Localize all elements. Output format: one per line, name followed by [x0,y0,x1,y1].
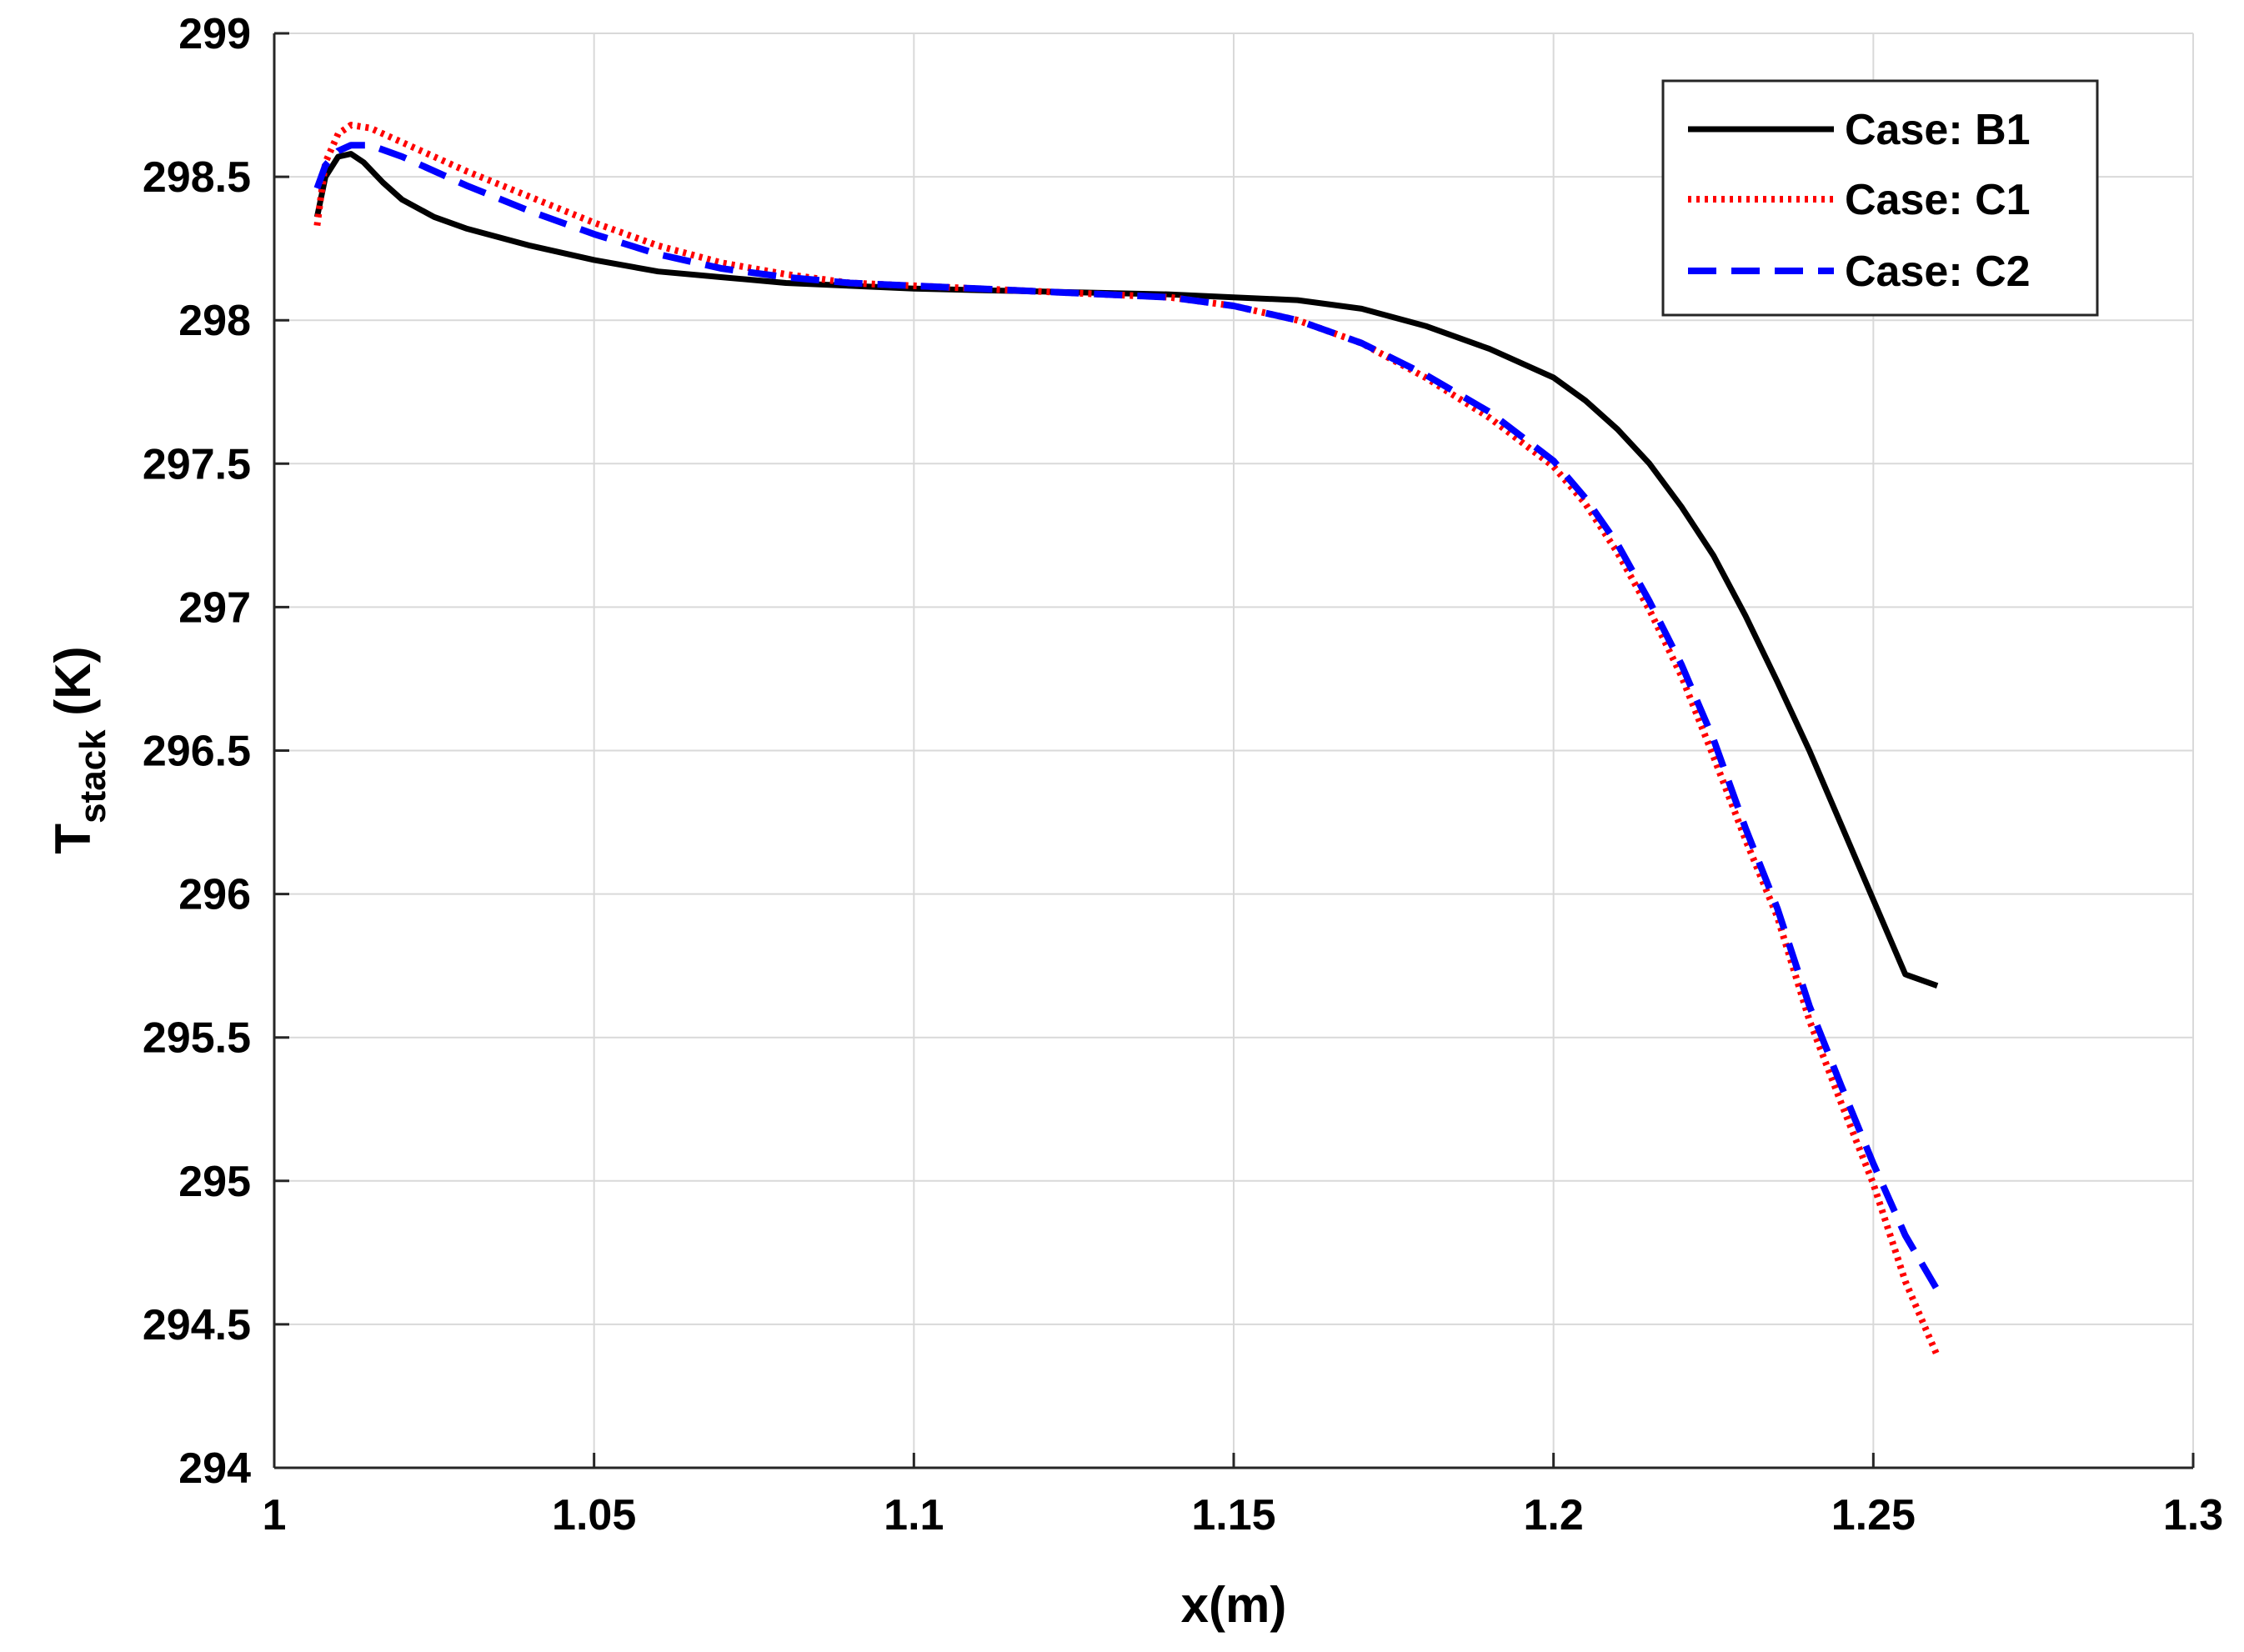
x-tick-label: 1 [263,1491,287,1539]
legend-label-2: Case: C1 [1845,176,2031,224]
x-tick-label: 1.15 [1191,1491,1275,1539]
y-tick-label: 298.5 [143,153,251,202]
x-tick-label: 1.25 [1831,1491,1916,1539]
legend-label-1: Case: B1 [1845,106,2031,154]
x-ticks: 1 1.05 1.1 1.15 1.2 1.25 1.3 [263,1453,2223,1539]
series-line-3 [313,142,1941,1292]
y-tick-label: 297.5 [143,440,251,488]
x-tick-label: 1.05 [552,1491,636,1539]
y-tick-label: 296.5 [143,728,251,776]
y-axis-label-main: T [45,823,101,854]
x-tick-label: 1.1 [884,1491,944,1539]
x-tick-label: 1.3 [2163,1491,2223,1539]
y-tick-label: 296 [178,871,251,919]
y-axis-label: Tstack (K) [45,646,113,854]
legend-box [1661,79,2099,317]
y-tick-label: 297 [178,583,251,632]
x-tick-label: 1.2 [1524,1491,1584,1539]
y-axis-label-unit: (K) [45,646,101,729]
y-tick-label: 295.5 [143,1014,251,1063]
y-tick-label: 298 [178,297,251,345]
x-axis-label: x(m) [1181,1577,1287,1633]
legend-items: Case: B1 Case: C1 Case: C2 [1688,106,2031,296]
y-tick-label: 294.5 [143,1301,251,1349]
y-tick-label: 294 [178,1444,251,1493]
series-layer [313,122,1941,1358]
legend-label-3: Case: C2 [1845,248,2031,296]
y-ticks: 294 294.5 295 295.5 296 296.5 297 297.5 298 298.5… [143,10,289,1493]
y-tick-label: 295 [178,1158,251,1206]
y-tick-label: 299 [178,10,251,58]
y-axis-label-subscript: stack [73,729,113,823]
legend: Case: B1 Case: C1 Case: C2 [1661,79,2099,317]
series-line-2 [313,122,1941,1358]
